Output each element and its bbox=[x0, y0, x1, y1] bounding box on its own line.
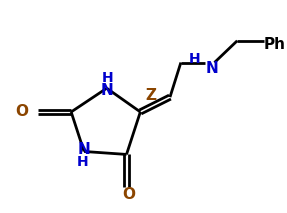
Text: Z: Z bbox=[146, 88, 157, 103]
Text: N: N bbox=[205, 61, 218, 76]
Text: Ph: Ph bbox=[264, 37, 286, 52]
Text: H: H bbox=[77, 155, 89, 169]
Text: N: N bbox=[77, 142, 90, 157]
Text: H: H bbox=[102, 71, 114, 85]
Text: N: N bbox=[100, 83, 113, 98]
Text: O: O bbox=[15, 104, 28, 119]
Text: H: H bbox=[189, 52, 201, 66]
Text: O: O bbox=[122, 187, 135, 202]
